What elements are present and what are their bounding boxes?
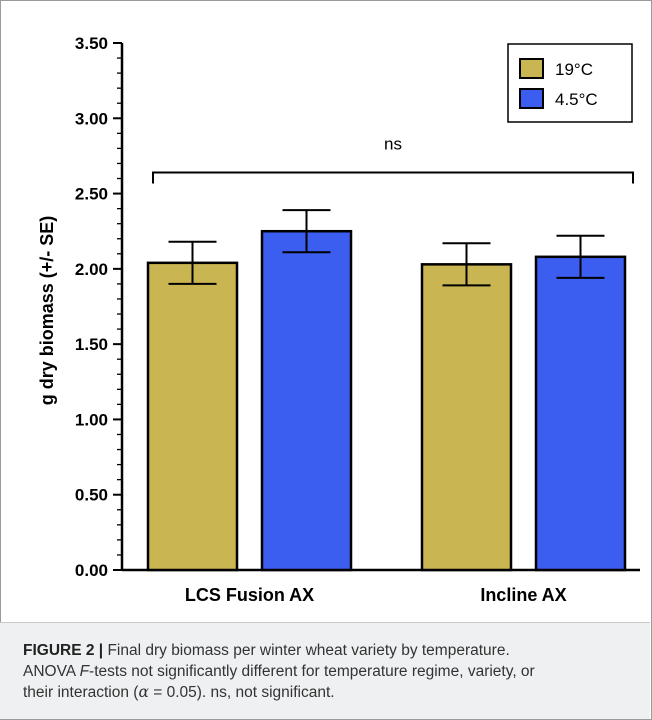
legend-swatch	[519, 88, 544, 109]
y-tick-label: 1.00	[75, 410, 108, 429]
caption-box	[0, 622, 650, 719]
caption-line1: Final dry biomass per winter wheat varie…	[103, 642, 510, 659]
legend-label: 4.5°C	[555, 90, 598, 109]
bar-4-5c	[260, 229, 353, 572]
legend-label: 19°C	[555, 60, 593, 79]
caption-alpha-symbol: α	[138, 683, 149, 701]
y-tick-label: 2.00	[75, 260, 108, 279]
figure-caption: FIGURE 2 | Final dry biomass per winter …	[23, 640, 635, 703]
y-tick-label: 0.50	[75, 486, 108, 505]
legend-swatch	[519, 58, 544, 79]
caption-line2-pre: ANOVA	[23, 663, 80, 680]
bar-chart: 0.00 0.50 1.00 1.50 2.00 2.50 3.00 3.50 g dry bi…	[37, 34, 640, 605]
y-tick-label: 2.50	[75, 185, 108, 204]
legend-box	[507, 43, 633, 123]
significance-bracket	[152, 171, 634, 184]
caption-f-symbol: F	[79, 663, 90, 680]
y-tick-label: 3.00	[75, 109, 108, 128]
y-tick-label: 0.00	[75, 561, 108, 580]
y-tick-label: 1.50	[75, 335, 108, 354]
caption-line2-post: -tests not significantly different for t…	[89, 663, 535, 680]
x-category-label: Incline AX	[480, 585, 566, 605]
bar-19c	[146, 261, 239, 572]
y-tick-label: 3.50	[75, 34, 108, 53]
y-axis-label: g dry biomass (+/- SE)	[37, 216, 57, 406]
significance-label: ns	[384, 134, 402, 153]
bar-4-5c	[534, 255, 627, 572]
caption-line3-eq: = 0.05). ns, not significant.	[148, 684, 335, 701]
figure-label: FIGURE 2 |	[23, 642, 104, 659]
bar-19c	[420, 263, 513, 572]
x-category-label: LCS Fusion AX	[185, 585, 314, 605]
caption-line3-pre: their interaction (	[23, 684, 139, 701]
